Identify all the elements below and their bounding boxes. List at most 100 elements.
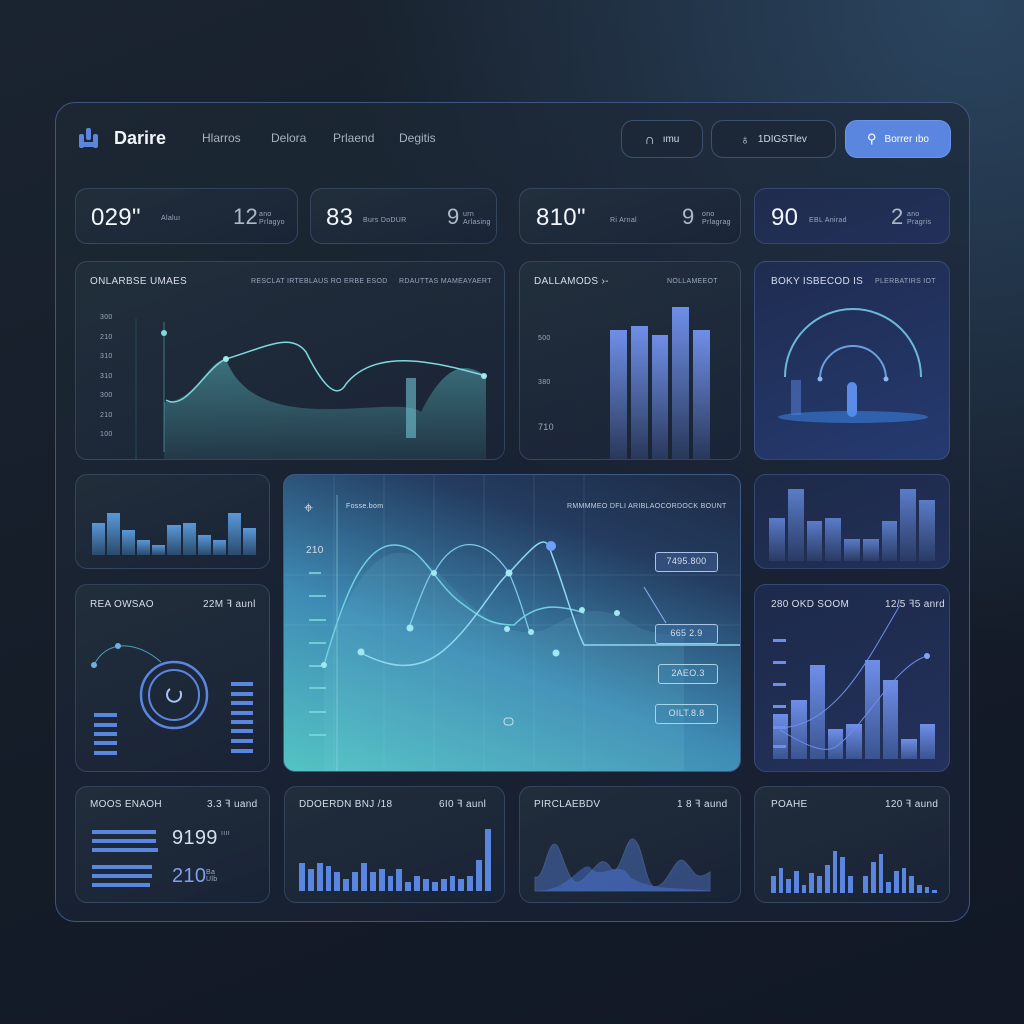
bar (396, 869, 403, 891)
bar (414, 875, 421, 891)
bar (881, 521, 898, 561)
nav-item-4[interactable]: Degitis (399, 131, 436, 145)
bar (361, 863, 367, 891)
bar (794, 870, 799, 893)
main-line-chart (284, 475, 740, 771)
bar (840, 856, 845, 893)
kpi-side-sub: ano Prlagyo (259, 211, 285, 226)
wave-card[interactable]: PIRCLAEBDV 1 8 ꟻ aund (519, 786, 741, 903)
metric-value: 9199 (172, 827, 218, 849)
bar (901, 867, 907, 893)
card-subtitle: NOLLAMEEOT (667, 278, 718, 285)
bar (787, 489, 804, 561)
metric-unit: ıııı (221, 830, 230, 837)
card-title: REA OWSAO (90, 599, 154, 610)
kpi-label: Burs DoDUR (363, 217, 407, 224)
y-tick: 300 (100, 314, 113, 321)
bar (806, 521, 823, 561)
kpi-value: 90 (771, 204, 799, 231)
y-tick: 500 (538, 335, 551, 342)
card-subtitle: PLERBATIRS IOT (875, 278, 936, 285)
card-subtitle-2: RDAUTTAS MAMEAYAERT (399, 278, 492, 285)
search-icon: ⚲ (867, 131, 877, 146)
bar (862, 539, 879, 561)
kpi-side-sub: ano Pragris (907, 211, 932, 226)
line-chart-card[interactable]: ONLARBSE UMAES RESCLAT IRTEBLAUS RO ERBE… (75, 261, 505, 460)
notifications-button[interactable]: ♁ 1DIGSTlev (711, 120, 836, 158)
mini-bar-card-left[interactable] (75, 474, 270, 569)
bar (197, 535, 211, 555)
kpi-side-sub: ono Prlagrag (702, 211, 731, 226)
metric-unit: Ba Ulb (206, 869, 218, 883)
bar-group (92, 505, 257, 555)
kpi-side: 12 (233, 204, 259, 229)
bar (864, 660, 880, 759)
bar (405, 881, 412, 891)
mini-bar-card-right[interactable] (754, 474, 950, 569)
main-chart-card[interactable]: ⌖ Fosse.bom RMMMMEO DFLI ARIBLAOCORDOCK … (283, 474, 741, 772)
bar (467, 875, 474, 891)
bar (932, 890, 938, 893)
pole-bars-card[interactable]: POAHE 120 ꟻ aund (754, 786, 950, 903)
bar-chart-card[interactable]: DALLAMODS ›- NOLLAMEEOT 500 380 710 (519, 261, 741, 460)
bar (485, 829, 491, 891)
nav-item-2[interactable]: Delora (271, 131, 307, 145)
card-value: 3.3 ꟻ uand (207, 799, 258, 810)
kpi-side-sub: urn Arlasing (463, 211, 491, 226)
kpi-card-4[interactable]: 90 EBL Anirad 2 ano Pragris (754, 188, 950, 244)
nav-item-3[interactable]: Prlaend (333, 131, 375, 145)
support-button[interactable]: ∩ ımu (621, 120, 703, 158)
gauge-card[interactable]: REA OWSAO 22M ꟻ aunl (75, 584, 270, 772)
line-chart (135, 319, 487, 459)
bar (809, 873, 815, 893)
kpi-value: 83 (326, 204, 354, 231)
nav-item-1[interactable]: Hlarros (202, 131, 241, 145)
combo-chart-card[interactable]: 280 OKD SOOM 12/5 ꟻ5 anrd (754, 584, 950, 772)
bar-group (773, 660, 935, 759)
list-bars (92, 830, 158, 887)
y-tick: 710 (538, 422, 554, 432)
arc-gauge-card[interactable]: BOKY ISBECOD IS PLERBATIRS IOT (754, 261, 950, 460)
search-button[interactable]: ⚲ Borrer ıbo (845, 120, 951, 158)
bar (786, 879, 792, 893)
bar (832, 851, 838, 893)
bar (352, 872, 359, 891)
bar (801, 884, 807, 893)
bar (825, 517, 842, 561)
bar-group (771, 837, 938, 893)
y-tick: 210 (100, 411, 113, 419)
bar (423, 878, 429, 891)
bell-icon: ♁ (740, 131, 750, 147)
kpi-card-3[interactable]: 810" Ri Arnal 9 ono Prlagrag (519, 188, 741, 244)
bar (791, 699, 807, 759)
bar (369, 872, 376, 891)
bar (882, 679, 899, 759)
support-label: ımu (662, 133, 680, 145)
list-card[interactable]: MOOS ENAOH 3.3 ꟻ uand 9199 ıııı 210 Ba U… (75, 786, 270, 903)
crosshair-icon[interactable]: ⌖ (304, 500, 314, 517)
kpi-side: 9 (682, 204, 695, 229)
bar (827, 729, 844, 759)
bar (431, 881, 438, 891)
bar (152, 545, 166, 555)
card-title: DALLAMODS ›- (534, 276, 609, 287)
bar (299, 863, 305, 891)
kpi-card-2[interactable]: 83 Burs DoDUR 9 urn Arlasing (310, 188, 497, 244)
bar (809, 664, 825, 759)
app-title: Darire (114, 128, 167, 148)
bar (334, 872, 341, 891)
bar (693, 330, 710, 459)
kpi-card-1[interactable]: 029" Alaluı 12 ano Prlagyo (75, 188, 298, 244)
card-title: MOOS ENAOH (90, 799, 162, 810)
bar (778, 867, 784, 893)
bar (769, 517, 785, 561)
bar (901, 739, 917, 759)
bar-group (769, 489, 936, 561)
card-title: 280 OKD SOOM (771, 599, 850, 610)
bar (316, 863, 323, 891)
headset-icon: ∩ (644, 131, 655, 147)
histogram-card[interactable]: DDOERDN BNJ /18 6I0 ꟻ aunl (284, 786, 505, 903)
card-title: POAHE (771, 799, 808, 810)
card-title: Fosse.bom (346, 503, 384, 510)
logo-icon (79, 128, 98, 148)
